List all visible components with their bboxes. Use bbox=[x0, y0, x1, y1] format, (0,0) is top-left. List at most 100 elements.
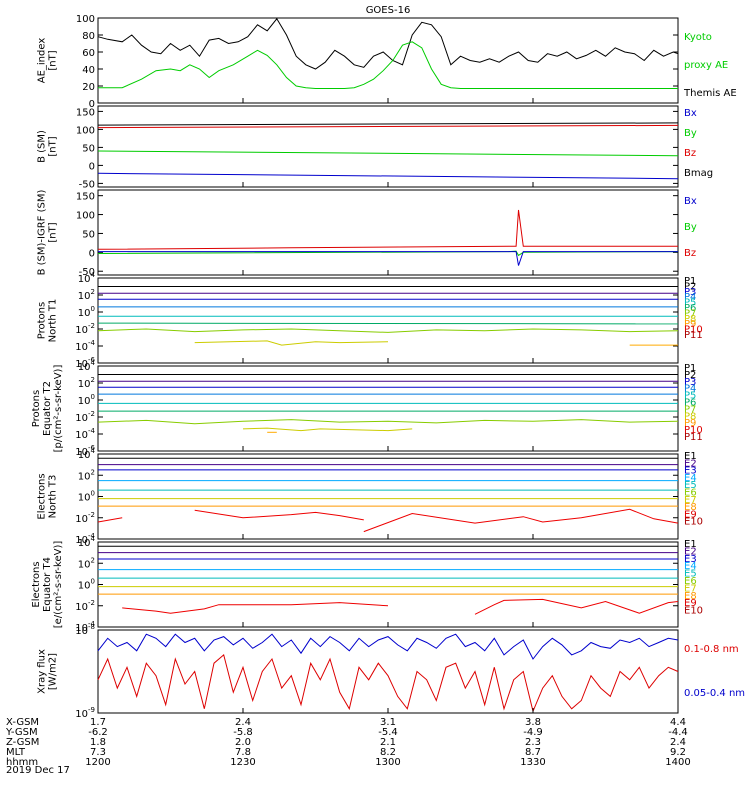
legend-item: Bmag bbox=[684, 168, 713, 179]
series-bigrf-bz bbox=[97, 209, 678, 250]
legend-item: E2 bbox=[684, 458, 697, 469]
legend-item: P9 bbox=[684, 319, 696, 330]
panel-ae: 0 20 40 60 80 100 AE_index [nT] Kyoto proxy AE The… bbox=[37, 14, 737, 110]
y-tick-label: 102 bbox=[78, 376, 95, 390]
y-axis-label: [nT] bbox=[48, 50, 59, 70]
series-xray-0-1-0-8-nm bbox=[97, 653, 679, 713]
x-row-value: 3.8 bbox=[525, 717, 541, 728]
y-axis-label: Protons bbox=[37, 302, 48, 339]
y-tick-label: 20 bbox=[82, 82, 95, 93]
y-tick-label: 10-2 bbox=[75, 322, 95, 336]
y-tick-label: 40 bbox=[82, 65, 95, 76]
x-row-value: -4.4 bbox=[668, 727, 688, 738]
y-tick-label: 10-4 bbox=[75, 532, 95, 546]
y-tick-label: 102 bbox=[78, 556, 95, 570]
y-axis-label: [W/m2] bbox=[48, 653, 59, 690]
x-row-label: hhmm bbox=[6, 757, 38, 768]
y-tick-label: 100 bbox=[76, 14, 95, 25]
panel-en: 10-4 10-2 100 102 104 Electrons North T3 E1E2E3… bbox=[37, 447, 704, 546]
legend-item: By bbox=[684, 222, 697, 233]
y-axis-label: AE_index bbox=[37, 38, 48, 84]
panel-frame bbox=[97, 105, 679, 188]
series-ee-e8 bbox=[122, 602, 389, 614]
y-tick-label: 150 bbox=[76, 192, 95, 203]
legend-item: By bbox=[684, 128, 697, 139]
y-axis-label: Equator T2 bbox=[42, 381, 53, 436]
series-ae-kyoto-proxy-ae bbox=[98, 41, 678, 89]
legend-item: P9 bbox=[684, 418, 696, 429]
legend-item: E5 bbox=[684, 569, 697, 580]
y-tick-label: -50 bbox=[79, 179, 95, 190]
x-row-value: 2.1 bbox=[380, 737, 396, 748]
x-row-value: 8.2 bbox=[380, 747, 396, 758]
y-axis-label: Protons bbox=[31, 390, 42, 427]
y-tick-label: 104 bbox=[78, 447, 96, 461]
y-axis-label: [p/(cm²-s-sr-keV)] bbox=[53, 365, 64, 453]
y-tick-label: 10-4 bbox=[75, 427, 95, 441]
legend-item: E10 bbox=[684, 517, 703, 528]
y-tick-label: 50 bbox=[82, 229, 95, 240]
y-axis-label: Electrons bbox=[31, 561, 42, 607]
y-tick-label: 104 bbox=[78, 271, 96, 285]
series-ae-themis-ae bbox=[97, 17, 679, 70]
panel-frame bbox=[97, 453, 679, 540]
series-en-e10 bbox=[363, 508, 679, 533]
legend-item: 0.1-0.8 nm bbox=[684, 644, 739, 655]
y-tick-label: 104 bbox=[78, 359, 96, 373]
x-row-value: 1330 bbox=[520, 757, 545, 768]
y-axis-label: B (SM)-IGRF (SM) bbox=[37, 190, 48, 276]
panel-bsm: -50 0 50 100 150 B (SM) [nT] Bx By Bz Bmag bbox=[37, 105, 713, 190]
series-ee-e9 bbox=[474, 598, 679, 615]
legend-item: P4 bbox=[684, 292, 696, 303]
legend-item: E7 bbox=[684, 495, 697, 506]
series-pn-p7 bbox=[97, 328, 679, 333]
panel-bigrf: -50 0 50 100 150 B (SM)-IGRF (SM) [nT] Bx By Bz bbox=[37, 189, 697, 278]
x-row-value: 1300 bbox=[375, 757, 400, 768]
y-tick-label: 100 bbox=[78, 305, 95, 319]
legend-item: P6 bbox=[684, 303, 696, 314]
legend-item: Bz bbox=[684, 148, 696, 159]
y-axis-label: [nT] bbox=[48, 222, 59, 242]
y-tick-label: 102 bbox=[78, 288, 95, 302]
panel-frame bbox=[97, 189, 679, 276]
legend-item: E8 bbox=[684, 591, 697, 602]
y-tick-label: 104 bbox=[78, 535, 96, 549]
panel-frame bbox=[97, 17, 679, 104]
x-row-value: 1.8 bbox=[90, 737, 106, 748]
y-axis-label: Xray flux bbox=[37, 649, 48, 694]
y-tick-label: 10-2 bbox=[75, 511, 95, 525]
panel-pn: 10-6 10-4 10-2 100 102 104 Protons North T1 P1P2… bbox=[37, 271, 703, 370]
date-label: 2019 Dec 17 bbox=[6, 765, 70, 776]
legend-item: P3 bbox=[684, 287, 696, 298]
series-bsm-by bbox=[97, 150, 679, 157]
x-row-value: 7.8 bbox=[235, 747, 251, 758]
x-row-label: X-GSM bbox=[6, 717, 39, 728]
legend-item: P1 bbox=[684, 363, 696, 374]
legend-item: P11 bbox=[684, 330, 703, 341]
series-bsm-bz bbox=[97, 124, 679, 129]
legend-item: E6 bbox=[684, 488, 697, 499]
x-row-value: 2.4 bbox=[670, 737, 686, 748]
legend-item: E10 bbox=[684, 606, 703, 617]
x-row-value: 2.0 bbox=[235, 737, 251, 748]
legend-item: E2 bbox=[684, 546, 697, 557]
x-row-value: 2.3 bbox=[525, 737, 541, 748]
legend-item: P4 bbox=[684, 384, 696, 395]
x-row-value: -5.8 bbox=[233, 727, 253, 738]
panel-ee: 10-4 10-2 100 102 104 Electrons Equator T4 [e/(… bbox=[31, 535, 703, 634]
y-tick-label: 100 bbox=[78, 490, 95, 504]
x-row-value: -6.2 bbox=[88, 727, 108, 738]
x-row-value: 1400 bbox=[665, 757, 690, 768]
y-tick-label: 10-9 bbox=[75, 706, 95, 720]
legend-item: E8 bbox=[684, 502, 697, 513]
legend-item: E6 bbox=[684, 576, 697, 587]
x-row-value: 4.4 bbox=[670, 717, 686, 728]
y-tick-label: 102 bbox=[78, 468, 95, 482]
legend-item: P5 bbox=[684, 298, 696, 309]
y-tick-label: 100 bbox=[76, 211, 95, 222]
legend-item: P11 bbox=[684, 432, 703, 443]
legend-item: E9 bbox=[684, 598, 697, 609]
x-row-value: -4.9 bbox=[523, 727, 543, 738]
legend-item: P2 bbox=[684, 281, 696, 292]
